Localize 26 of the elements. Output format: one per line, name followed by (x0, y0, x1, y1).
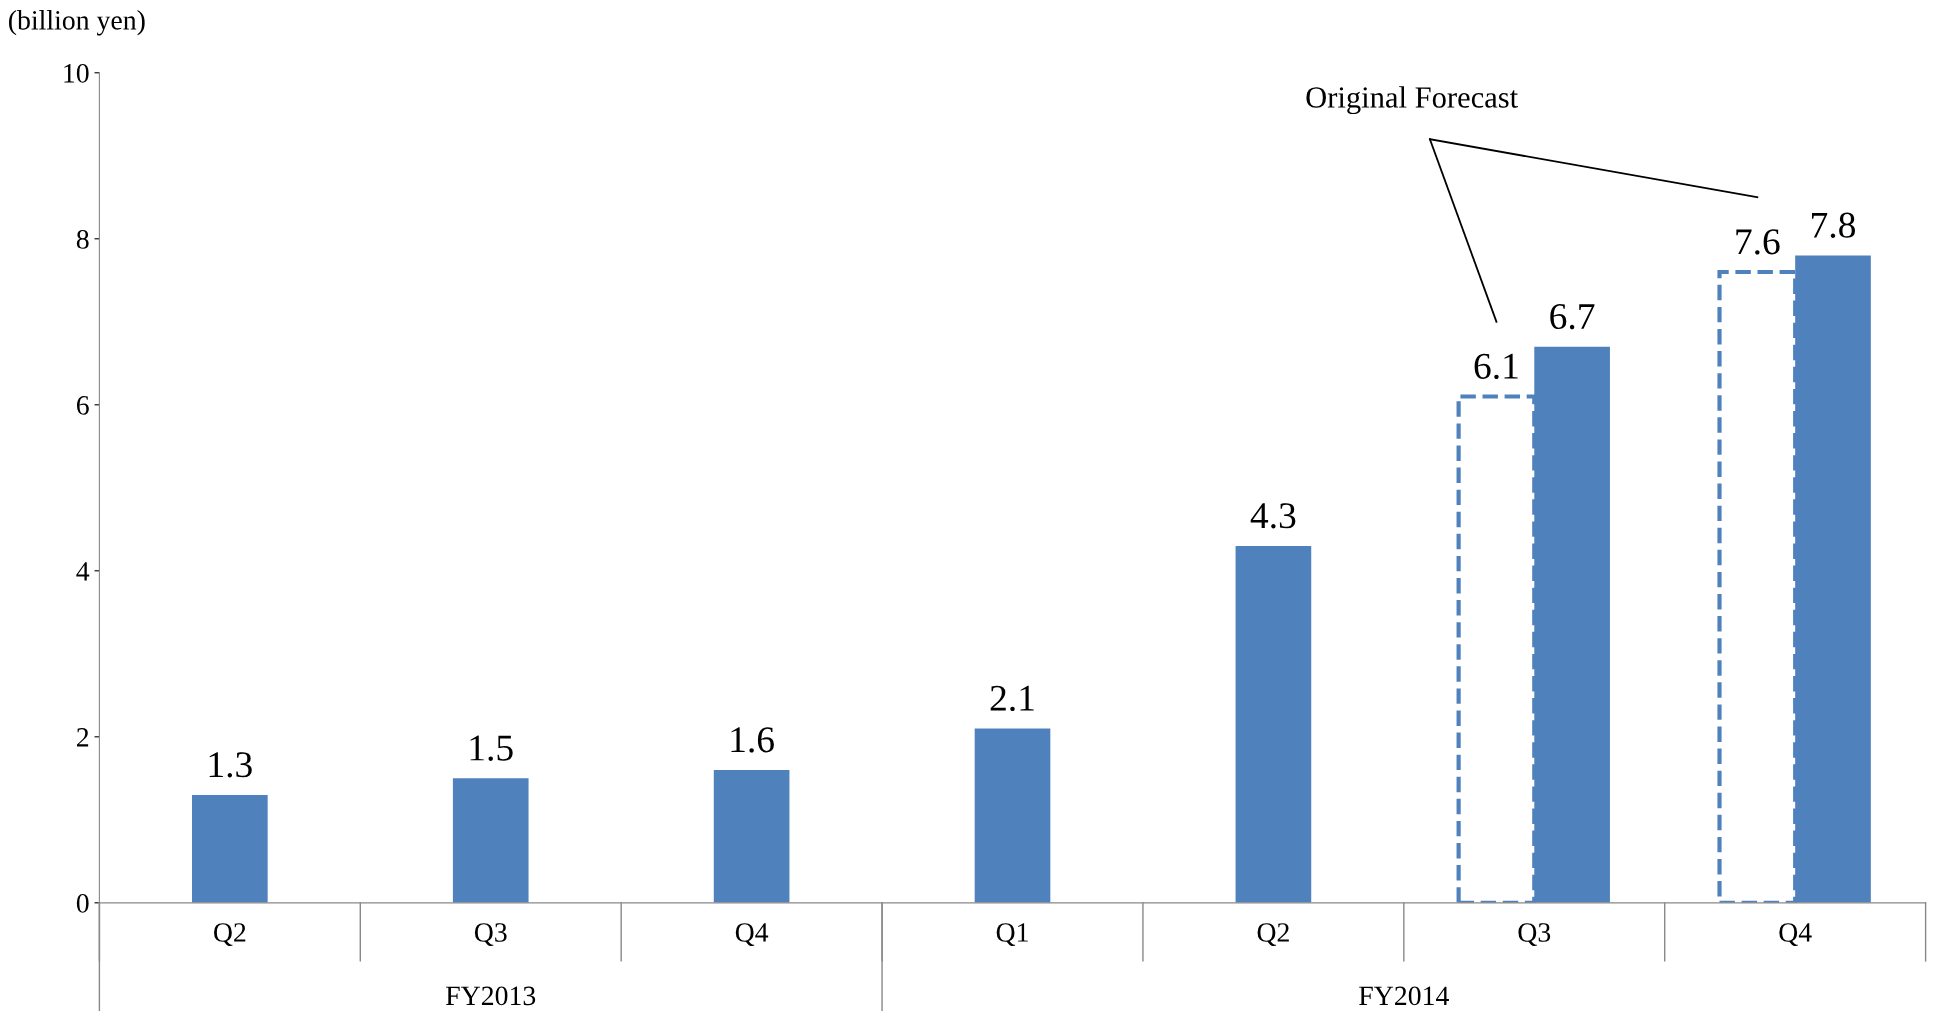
x-tick-label: Q3 (474, 923, 507, 947)
y-tick-label: 2 (77, 728, 89, 747)
y-tick-label: 6 (76, 396, 89, 415)
data-label: 1.5 (470, 735, 513, 761)
x-tick-label: Q2 (1257, 923, 1289, 947)
x-tick-label: Q4 (735, 923, 769, 947)
text: FY2014 (1359, 986, 1449, 1006)
x-tick-label: Q4 (1779, 923, 1812, 947)
text: FY2013 (446, 986, 536, 1006)
y-tick-label: 10 (64, 63, 89, 83)
x-tick-label: Q3 (1518, 923, 1551, 947)
data-label: 1.6 (731, 727, 774, 753)
data-label: 7.6 (1736, 229, 1780, 255)
data-label: 7.8 (1812, 212, 1855, 238)
data-label: 6.1 (1474, 353, 1518, 380)
y-tick-label: 4 (76, 562, 90, 581)
data-label: 1.3 (209, 752, 252, 778)
x-tick-label: Q2 (214, 923, 246, 947)
annotation: Original Forecast (1306, 86, 1518, 115)
data-label: 2.1 (990, 685, 1034, 712)
y-tick-label: 0 (76, 893, 89, 913)
data-label: 4.3 (1250, 503, 1296, 529)
data-label: 6.7 (1550, 303, 1595, 330)
x-tick-label: Q1 (996, 923, 1028, 947)
y-tick-label: 8 (76, 229, 89, 249)
y-axis-title: (billion yen) (9, 10, 145, 36)
